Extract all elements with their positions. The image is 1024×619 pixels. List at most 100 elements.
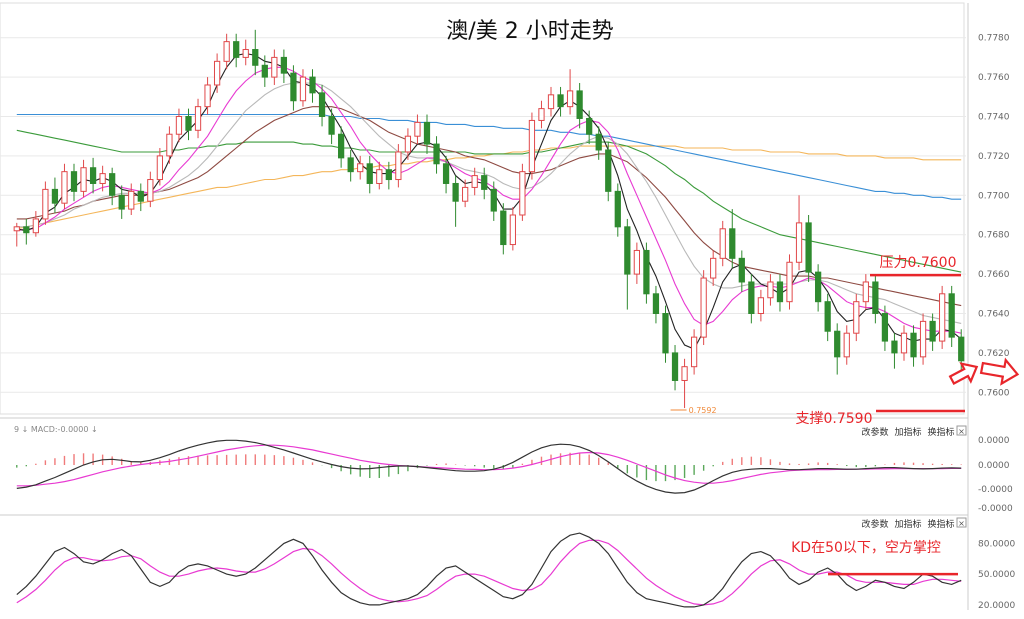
candle-body — [776, 281, 784, 303]
candle-body — [490, 188, 497, 212]
kd-tick-label: 50.0000 — [978, 570, 1015, 580]
moving-average-line — [16, 82, 962, 324]
candle-body — [843, 332, 850, 358]
candle-body — [748, 281, 755, 315]
price-tick-label: 0.7740 — [978, 113, 1010, 123]
candle-body — [671, 352, 679, 381]
candle-body — [958, 336, 965, 362]
candle-body — [547, 94, 555, 110]
candle-body — [652, 293, 660, 314]
candle-body — [23, 226, 30, 234]
candle-body — [185, 116, 192, 131]
candle-body — [891, 340, 898, 354]
candle-body — [347, 157, 354, 173]
candle-body — [815, 271, 822, 303]
candle-body — [376, 169, 383, 184]
candle-body — [166, 133, 173, 157]
candle-body — [204, 84, 211, 108]
macd-line — [16, 439, 962, 494]
candle-body — [710, 257, 717, 279]
candle-body — [61, 171, 68, 204]
candle-body — [357, 163, 364, 173]
price-tick-label: 0.7780 — [978, 34, 1010, 44]
macd-signal-line — [16, 444, 962, 487]
candle-body — [948, 293, 955, 338]
price-tick-label: 0.7680 — [978, 231, 1010, 241]
candle-body — [109, 173, 116, 196]
price-tick-label: 0.7760 — [978, 73, 1010, 83]
candle-body — [786, 261, 793, 303]
candle-body — [194, 106, 202, 131]
candle-body — [757, 297, 765, 314]
macd-toolbar-button: 加指标 — [894, 426, 921, 438]
candle-body — [385, 169, 392, 181]
candle-body — [538, 108, 545, 121]
moving-average-line — [16, 52, 962, 350]
chart-title: 澳/美 2 小时走势 — [446, 19, 613, 44]
candle-body — [900, 332, 908, 354]
kd-k-line — [16, 532, 962, 608]
candle-body — [805, 222, 812, 273]
kd-tick-label: 20.0000 — [978, 601, 1015, 611]
kd-d-line — [16, 539, 962, 606]
candle-body — [834, 330, 841, 358]
candle-body — [433, 143, 440, 165]
candle-body — [690, 336, 698, 368]
moving-average-line — [16, 129, 962, 273]
price-tick-label: 0.7720 — [978, 152, 1010, 162]
price-tick-label: 0.7600 — [978, 388, 1010, 398]
candle-body — [633, 249, 640, 275]
macd-toolbar-button: 换指标 — [927, 426, 954, 438]
candle-body — [233, 41, 240, 58]
candle-body — [881, 313, 889, 342]
candle-body — [366, 163, 373, 184]
candle-body — [290, 72, 297, 102]
candle-body — [471, 175, 478, 188]
candle-body — [89, 167, 97, 184]
candle-body — [338, 133, 345, 159]
price-tick-label: 0.7660 — [978, 270, 1010, 280]
candle-body — [662, 313, 669, 354]
candle-body — [128, 190, 135, 210]
price-tick-label: 0.7700 — [978, 191, 1010, 201]
macd-tick-label: -0.0000 — [978, 504, 1013, 514]
moving-average-line — [16, 113, 962, 200]
candle-body — [595, 133, 602, 151]
kd-tick-label: 80.0000 — [978, 539, 1015, 549]
candle-body — [70, 171, 78, 192]
low-marker-label: 0.7592 — [689, 406, 717, 415]
candle-body — [213, 60, 221, 86]
candle-body — [586, 117, 593, 135]
candle-body — [147, 179, 154, 202]
candle-body — [729, 228, 736, 259]
candle-body — [576, 90, 583, 119]
candle-body — [719, 228, 726, 259]
candle-body — [261, 64, 268, 78]
candle-body — [795, 222, 803, 263]
kd-toolbar-button: 加指标 — [894, 518, 921, 530]
candle-body — [452, 182, 459, 202]
macd-tick-label: -0.0000 — [978, 485, 1013, 495]
candle-body — [118, 194, 125, 210]
kd-close-icon: × — [958, 519, 965, 528]
macd-tick-label: 0.0000 — [978, 461, 1010, 471]
kd-toolbar-button: 改参数 — [861, 518, 888, 530]
candle-body — [99, 173, 106, 184]
candle-body — [509, 214, 516, 246]
right-arrow-icon — [979, 357, 1020, 386]
candle-body — [939, 293, 946, 342]
kd-close-box — [956, 517, 967, 528]
candle-body — [566, 90, 574, 108]
candle-body — [624, 226, 631, 275]
moving-average-line — [16, 66, 962, 334]
candle-body — [223, 41, 230, 62]
candle-body — [872, 281, 879, 315]
candle-body — [42, 188, 49, 220]
candle-body — [481, 175, 488, 190]
candle-body — [309, 76, 316, 94]
candle-body — [738, 257, 745, 283]
candle-body — [557, 94, 564, 108]
candle-body — [528, 119, 536, 173]
